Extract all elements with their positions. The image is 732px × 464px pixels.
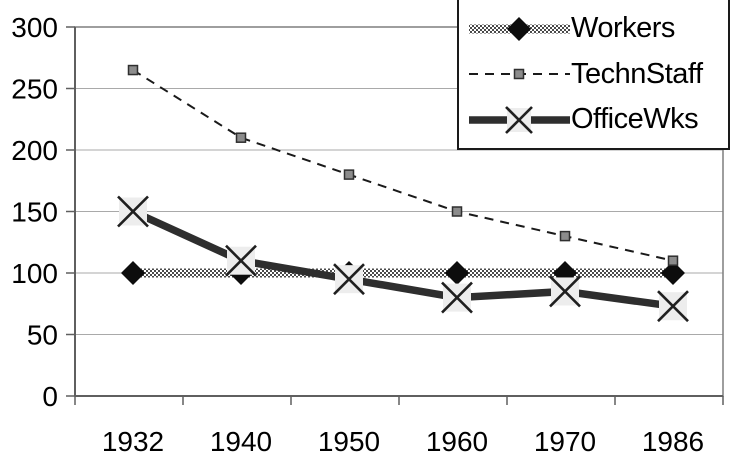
technstaff-line-sample-icon	[469, 68, 570, 80]
y-tick-label: 0	[42, 381, 58, 412]
y-tick-label: 50	[27, 320, 58, 351]
x-tick-label: 1950	[318, 426, 380, 457]
x-tick-label: 1986	[642, 426, 704, 457]
officewks-line-sample-icon	[469, 105, 570, 134]
x-axis-labels: 1932 1940 1950 1960 1970 1986	[102, 426, 704, 457]
diamond-marker	[661, 261, 685, 285]
y-axis-labels: 0 50 100 150 200 250 300	[11, 12, 58, 412]
diamond-marker	[121, 261, 145, 285]
x-marker	[441, 281, 473, 314]
square-marker	[451, 206, 463, 217]
x-marker	[333, 263, 365, 296]
legend-label-technstaff: TechnStaff	[571, 57, 703, 90]
legend: Workers TechnStaff OfficeWks	[457, 0, 730, 150]
x-marker	[225, 244, 257, 277]
y-tick-label: 200	[11, 135, 58, 166]
legend-label-workers: Workers	[571, 12, 675, 44]
legend-item-technstaff: TechnStaff	[468, 54, 728, 94]
y-tick-label: 250	[11, 74, 58, 105]
legend-label-officewks: OfficeWks	[571, 103, 699, 135]
diamond-marker	[445, 261, 469, 285]
series-workers	[121, 261, 685, 285]
square-marker	[667, 255, 679, 266]
legend-item-officewks: OfficeWks	[468, 100, 728, 140]
workers-line-sample-icon	[469, 16, 570, 41]
square-marker	[235, 132, 247, 143]
square-marker	[127, 64, 139, 76]
square-marker	[343, 169, 355, 180]
legend-item-workers: Workers	[468, 9, 728, 49]
x-tick-label: 1960	[426, 426, 488, 457]
y-tick-label: 100	[11, 258, 58, 289]
y-tick-label: 150	[11, 197, 58, 228]
square-marker	[559, 230, 571, 242]
x-tick-label: 1970	[534, 426, 596, 457]
series-technstaff	[127, 64, 679, 266]
x-marker	[549, 275, 581, 308]
series-officewks	[117, 195, 689, 323]
x-tick-label: 1940	[210, 426, 272, 457]
axis-ticks	[66, 26, 724, 405]
y-tick-label: 300	[11, 12, 58, 43]
x-marker	[117, 195, 149, 228]
x-marker	[657, 290, 689, 323]
x-tick-label: 1932	[102, 426, 164, 457]
